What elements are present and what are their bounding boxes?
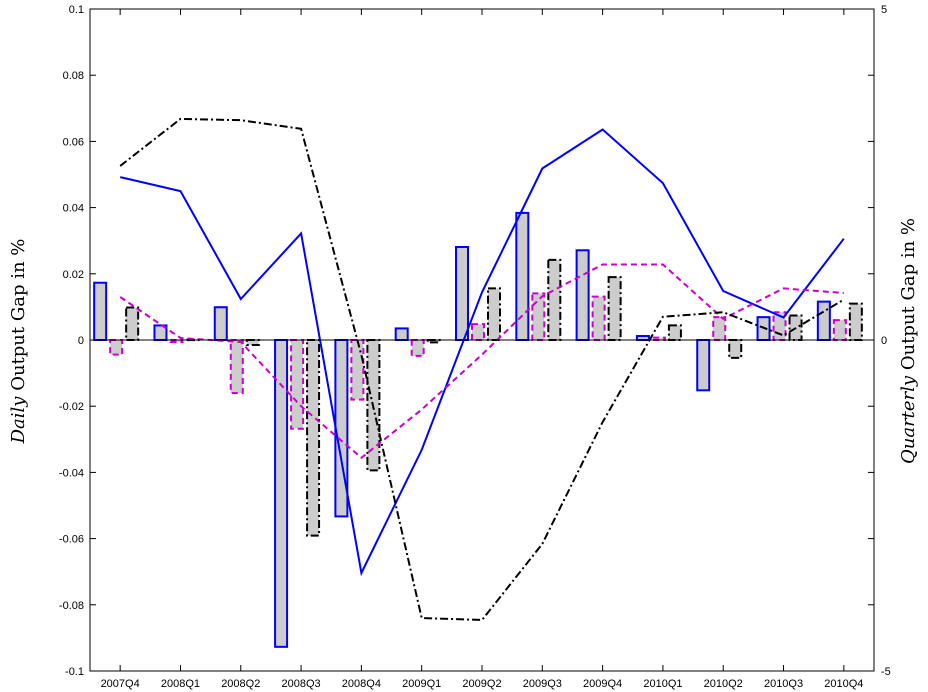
x-tick-label: 2009Q4 (583, 678, 622, 690)
axes-layer (89, 8, 875, 672)
y-tick-label-left: -0.02 (59, 401, 84, 413)
bar-s2-2009Q1 (410, 339, 425, 357)
bar-s3-2009Q2 (487, 287, 501, 342)
y-tick-label-left: 0.1 (69, 4, 84, 16)
bar-s2-2008Q2 (229, 339, 244, 394)
ticks-layer: 0.1 0.08 0.06 0.04 0.02 0 -0.02 -0.04 -0.06 -0.08… (59, 4, 891, 690)
x-tick-label: 2008Q1 (161, 678, 200, 690)
bar-s3-2010Q1 (667, 324, 682, 342)
y-tick-label-left: -0.08 (59, 600, 84, 612)
bar-s2-2010Q4 (832, 319, 847, 342)
y-tick-label-left: 0.02 (63, 269, 84, 281)
bar-s1-2009Q1 (394, 327, 409, 342)
x-tick-label: 2009Q2 (462, 678, 501, 690)
y-tick-label-left: -0.1 (65, 666, 84, 678)
x-tick-label: 2007Q4 (101, 678, 140, 690)
bar-s1-2009Q4 (575, 249, 590, 341)
bar-s1-2007Q4 (93, 281, 108, 341)
bar-s2-2010Q2 (712, 316, 727, 342)
bar-s3-2010Q4 (848, 302, 863, 341)
x-tick-label: 2008Q3 (281, 678, 320, 690)
bar-s2-2008Q4 (350, 339, 365, 401)
x-tick-label: 2010Q2 (704, 678, 743, 690)
x-tick-label: 2009Q3 (523, 678, 562, 690)
bar-s3-2008Q3 (306, 339, 321, 537)
y-tick-label-right: 0 (881, 335, 887, 347)
bar-s1-2010Q2 (696, 339, 711, 392)
bar-s1-2009Q3 (515, 211, 530, 341)
bar-s2-2008Q3 (290, 339, 305, 430)
x-tick-label: 2008Q2 (221, 678, 260, 690)
x-tick-label: 2008Q4 (342, 678, 381, 690)
y-tick-label-left: 0.06 (63, 136, 84, 148)
y-tick-label-right: -5 (881, 666, 891, 678)
y-tick-label-left: -0.06 (59, 534, 84, 546)
y-tick-label-left: -0.04 (59, 467, 84, 479)
bar-s3-2007Q4 (125, 306, 140, 342)
bar-s3-2009Q3 (547, 258, 562, 342)
line-series-2 (119, 263, 844, 460)
bar-s1-2009Q2 (455, 245, 469, 341)
bar-s2-2009Q3 (531, 292, 546, 342)
bar-s1-2010Q4 (816, 300, 831, 342)
bar-s2-2009Q4 (591, 295, 606, 342)
bar-s3-2009Q4 (607, 276, 622, 341)
bar-s3-2008Q2 (245, 339, 260, 346)
y-axis-label-right: Quarterly Output Gap in % (898, 218, 919, 464)
x-tick-label: 2009Q1 (402, 678, 441, 690)
y-tick-label-left: 0.08 (63, 70, 84, 82)
line-series-1 (119, 128, 845, 577)
bar-s1-2008Q2 (213, 306, 228, 341)
lines-layer (119, 117, 845, 622)
bars-layer (93, 211, 863, 648)
bar-s2-2007Q4 (109, 339, 124, 356)
x-tick-label: 2010Q1 (643, 678, 682, 690)
bar-s1-2010Q1 (635, 335, 650, 342)
y-axis-label-right-rest: Output Gap in % (898, 218, 919, 376)
line-series-3 (119, 117, 845, 622)
bar-s2-2009Q2 (471, 323, 485, 341)
bar-s3-2010Q2 (728, 339, 743, 359)
y-tick-label-right: 5 (881, 4, 887, 16)
x-tick-label: 2010Q3 (764, 678, 803, 690)
bar-s1-2008Q4 (334, 339, 349, 518)
y-axis-label-left-italic: Daily (8, 396, 29, 445)
y-axis-label-left-rest: Output Gap in % (8, 239, 29, 397)
y-axis-label-left: Daily Output Gap in % (8, 239, 29, 445)
y-axis-label-right-italic: Quarterly (898, 375, 919, 464)
y-tick-label-left: 0 (78, 335, 84, 347)
x-tick-label: 2010Q4 (824, 678, 863, 690)
y-tick-label-left: 0.04 (63, 203, 84, 215)
